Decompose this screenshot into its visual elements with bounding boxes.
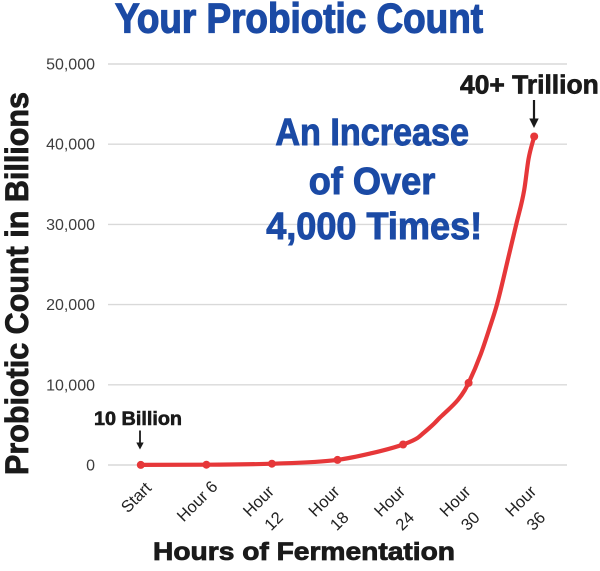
svg-text:An Increase: An Increase (275, 112, 469, 154)
svg-text:40,000: 40,000 (46, 137, 95, 154)
svg-text:10,000: 10,000 (46, 377, 95, 394)
svg-text:20,000: 20,000 (46, 297, 95, 314)
svg-text:10 Billion: 10 Billion (94, 409, 182, 430)
svg-text:50,000: 50,000 (46, 57, 95, 74)
svg-text:40+ Trillion: 40+ Trillion (460, 71, 599, 99)
svg-text:0: 0 (86, 458, 95, 475)
svg-text:Hours of Fermentation: Hours of Fermentation (153, 538, 455, 566)
svg-text:of Over: of Over (309, 161, 436, 203)
svg-text:Probiotic Count in Billions: Probiotic Count in Billions (0, 92, 35, 475)
svg-text:4,000 Times!: 4,000 Times! (266, 206, 482, 248)
svg-text:Your Probiotic Count: Your Probiotic Count (115, 0, 483, 41)
svg-text:30,000: 30,000 (46, 217, 95, 234)
